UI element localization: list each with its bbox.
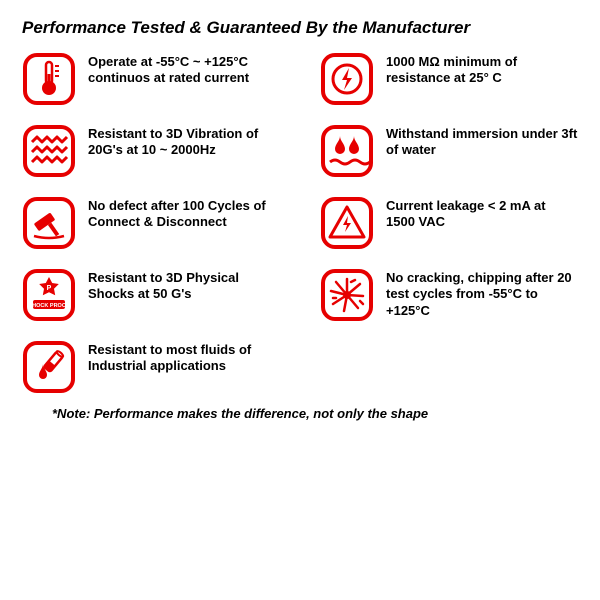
feature-text: Resistant to most fluids of Industrial a…: [88, 340, 280, 375]
feature-water: Withstand immersion under 3ft of water: [320, 124, 578, 178]
feature-shockproof: P SHOCK PROOF Resistant to 3D Physical S…: [22, 268, 280, 322]
footnote: *Note: Performance makes the difference,…: [22, 406, 578, 421]
left-column: Operate at -55°C ~ +125°C continuos at r…: [22, 52, 280, 394]
feature-text: No defect after 100 Cycles of Connect & …: [88, 196, 280, 231]
feature-text: Withstand immersion under 3ft of water: [386, 124, 578, 159]
feature-resistance: 1000 MΩ minimum of resistance at 25° C: [320, 52, 578, 106]
feature-leakage: Current leakage < 2 mA at 1500 VAC: [320, 196, 578, 250]
feature-fluids: Resistant to most fluids of Industrial a…: [22, 340, 280, 394]
page-title: Performance Tested & Guaranteed By the M…: [22, 18, 578, 38]
feature-hammer: No defect after 100 Cycles of Connect & …: [22, 196, 280, 250]
right-column: 1000 MΩ minimum of resistance at 25° C W…: [320, 52, 578, 394]
feature-text: 1000 MΩ minimum of resistance at 25° C: [386, 52, 578, 87]
feature-text: Current leakage < 2 mA at 1500 VAC: [386, 196, 578, 231]
feature-columns: Operate at -55°C ~ +125°C continuos at r…: [22, 52, 578, 394]
feature-temperature: Operate at -55°C ~ +125°C continuos at r…: [22, 52, 280, 106]
crack-icon: [320, 268, 374, 322]
leakage-icon: [320, 196, 374, 250]
vibration-icon: [22, 124, 76, 178]
thermometer-icon: [22, 52, 76, 106]
svg-text:P: P: [47, 285, 52, 292]
fluids-icon: [22, 340, 76, 394]
lightning-icon: [320, 52, 374, 106]
feature-text: Resistant to 3D Vibration of 20G's at 10…: [88, 124, 280, 159]
feature-text: No cracking, chipping after 20 test cycl…: [386, 268, 578, 319]
svg-text:SHOCK PROOF: SHOCK PROOF: [29, 303, 71, 309]
feature-text: Resistant to 3D Physical Shocks at 50 G'…: [88, 268, 280, 303]
feature-crack: No cracking, chipping after 20 test cycl…: [320, 268, 578, 322]
feature-text: Operate at -55°C ~ +125°C continuos at r…: [88, 52, 280, 87]
shockproof-icon: P SHOCK PROOF: [22, 268, 76, 322]
water-icon: [320, 124, 374, 178]
hammer-icon: [22, 196, 76, 250]
feature-vibration: Resistant to 3D Vibration of 20G's at 10…: [22, 124, 280, 178]
